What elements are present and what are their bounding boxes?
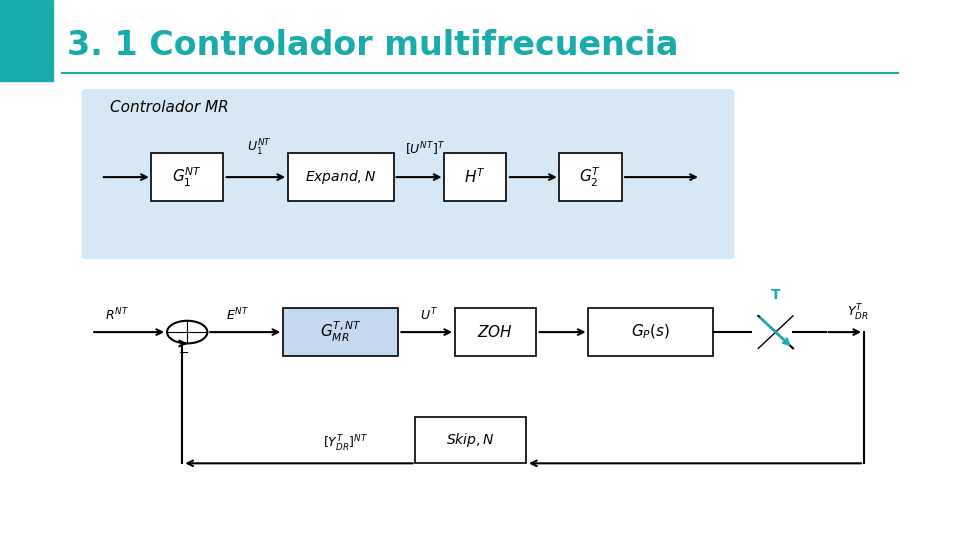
Bar <box>0 0 53 81</box>
FancyBboxPatch shape <box>588 308 713 356</box>
Text: Controlador MR: Controlador MR <box>110 100 229 116</box>
Text: $[U^{NT}]^T$: $[U^{NT}]^T$ <box>405 140 445 158</box>
Text: $G_P(s)$: $G_P(s)$ <box>632 323 670 341</box>
FancyBboxPatch shape <box>415 417 526 463</box>
FancyBboxPatch shape <box>444 153 507 201</box>
Text: $-$: $-$ <box>178 346 189 359</box>
FancyBboxPatch shape <box>288 153 394 201</box>
FancyBboxPatch shape <box>151 153 223 201</box>
Text: $G_1^{NT}$: $G_1^{NT}$ <box>172 166 203 188</box>
FancyBboxPatch shape <box>455 308 536 356</box>
Text: 3. 1 Controlador multifrecuencia: 3. 1 Controlador multifrecuencia <box>67 29 679 63</box>
Text: $[Y_{DR}^T]^{NT}$: $[Y_{DR}^T]^{NT}$ <box>323 434 369 454</box>
Text: $U_1^{NT}$: $U_1^{NT}$ <box>247 138 272 158</box>
Text: $H^T$: $H^T$ <box>465 168 486 186</box>
FancyBboxPatch shape <box>283 308 398 356</box>
Text: $ZOH$: $ZOH$ <box>477 324 514 340</box>
Text: $U^T$: $U^T$ <box>420 306 438 323</box>
Text: $Skip, N$: $Skip, N$ <box>446 431 494 449</box>
Text: $G_{MR}^{T,NT}$: $G_{MR}^{T,NT}$ <box>320 320 362 344</box>
Text: $G_2^T$: $G_2^T$ <box>579 166 602 188</box>
FancyBboxPatch shape <box>82 89 734 259</box>
Text: $R^{NT}$: $R^{NT}$ <box>105 306 130 323</box>
Text: $\mathbf{T}$: $\mathbf{T}$ <box>770 288 781 302</box>
FancyBboxPatch shape <box>559 153 621 201</box>
Text: $Expand, N$: $Expand, N$ <box>305 168 376 186</box>
Text: $Y_{DR}^T$: $Y_{DR}^T$ <box>847 303 869 323</box>
Text: $E^{NT}$: $E^{NT}$ <box>227 306 250 323</box>
